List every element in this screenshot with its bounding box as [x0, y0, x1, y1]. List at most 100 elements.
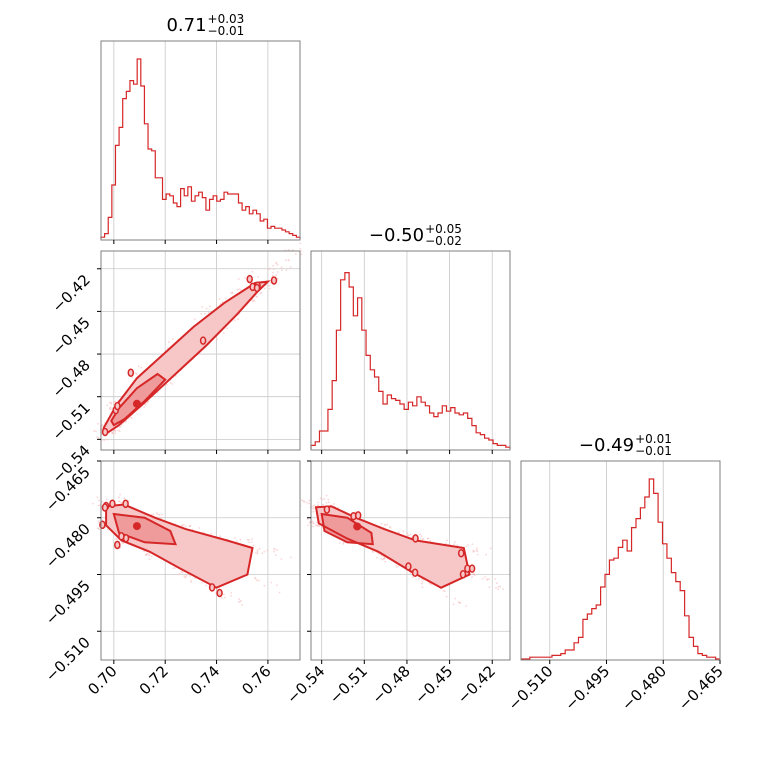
- sample-point: [263, 287, 266, 290]
- sample-point: [428, 582, 431, 585]
- sample-point: [445, 542, 447, 545]
- sample-point: [457, 601, 460, 604]
- contour-island: [122, 499, 129, 509]
- contour-island: [216, 588, 223, 598]
- sample-point: [272, 271, 274, 274]
- sample-point: [94, 430, 97, 433]
- contour-island: [354, 511, 362, 520]
- sample-point: [120, 501, 123, 504]
- sample-point: [237, 278, 240, 280]
- contour-island: [199, 336, 207, 345]
- sample-point: [288, 249, 290, 251]
- sample-point: [183, 523, 185, 526]
- sample-point: [238, 288, 241, 290]
- sample-point: [375, 556, 378, 559]
- xtick-label: 0.74: [187, 662, 223, 698]
- sample-point: [251, 270, 254, 273]
- sample-point: [109, 406, 112, 409]
- sample-point: [118, 430, 121, 433]
- sample-point: [204, 312, 206, 315]
- sample-point: [207, 311, 210, 314]
- sample-point: [285, 269, 288, 271]
- xtick-label: 0.76: [238, 662, 274, 698]
- sample-point: [156, 513, 159, 516]
- sample-point: [261, 552, 264, 554]
- sample-point: [146, 401, 149, 404]
- sample-point: [484, 576, 486, 578]
- sample-point: [472, 573, 474, 576]
- sample-point: [307, 524, 310, 527]
- sample-point: [239, 538, 242, 541]
- sample-point: [497, 588, 500, 591]
- sample-point: [443, 590, 446, 592]
- sample-point: [284, 259, 287, 262]
- sample-point: [119, 426, 122, 428]
- sample-point: [306, 518, 309, 521]
- sample-point: [205, 307, 208, 310]
- sample-point: [386, 523, 389, 526]
- sample-point: [308, 499, 311, 502]
- sample-point: [300, 253, 303, 256]
- contour-island: [405, 562, 412, 571]
- sample-point: [189, 524, 192, 527]
- sample-point: [418, 578, 420, 580]
- xtick-label: −0.480: [618, 662, 670, 714]
- sample-point: [276, 549, 278, 551]
- histogram-0: [100, 58, 301, 239]
- sample-point: [96, 496, 99, 499]
- sample-point: [148, 553, 150, 555]
- sample-point: [233, 319, 236, 321]
- sample-point: [269, 267, 271, 270]
- sample-point: [258, 547, 261, 550]
- sample-point: [216, 338, 218, 340]
- param-title-1: −0.50: [369, 225, 424, 246]
- sample-point: [97, 520, 100, 523]
- contour-line-inner: [320, 512, 374, 546]
- sample-point: [268, 287, 271, 290]
- sample-point: [220, 596, 223, 599]
- sample-point: [140, 366, 143, 369]
- panel-frame-2-2: [520, 460, 721, 661]
- sample-point: [244, 276, 246, 279]
- sample-point: [106, 404, 109, 407]
- sample-point: [419, 537, 422, 540]
- panel-bg-2-2: [521, 461, 720, 660]
- ytick-label: −0.480: [42, 520, 94, 572]
- sample-point: [158, 513, 161, 516]
- histogram-2: [521, 478, 720, 660]
- sample-point: [255, 295, 258, 298]
- contour-island: [468, 564, 476, 573]
- sample-point: [308, 502, 311, 505]
- sample-point: [421, 581, 424, 583]
- sample-point: [172, 338, 174, 340]
- sample-point: [263, 550, 266, 553]
- sample-point: [270, 581, 273, 584]
- sample-point: [166, 347, 169, 349]
- sample-point: [454, 597, 457, 600]
- sample-point: [239, 600, 241, 603]
- sample-point: [253, 300, 256, 302]
- sample-point: [236, 288, 239, 291]
- sample-point: [108, 401, 111, 404]
- panel-frame-2-0: [100, 460, 301, 661]
- sample-point: [280, 266, 283, 269]
- contour-fill-inner: [113, 514, 176, 545]
- sample-point: [497, 585, 500, 588]
- sample-point: [185, 574, 188, 576]
- sample-point: [143, 550, 145, 553]
- sample-point: [263, 584, 266, 587]
- sample-point: [421, 538, 424, 540]
- sample-point: [167, 341, 170, 343]
- sample-point: [312, 510, 315, 513]
- sample-point: [299, 247, 302, 250]
- xtick-label: 0.72: [136, 662, 172, 698]
- sample-point: [409, 533, 412, 536]
- param-minus-0: −0.01: [208, 24, 245, 38]
- sample-point: [180, 570, 183, 573]
- contour-line-inner: [110, 372, 167, 427]
- sample-point: [276, 584, 278, 587]
- sample-point: [251, 541, 253, 543]
- sample-point: [311, 525, 314, 528]
- contour-island: [253, 283, 261, 293]
- sample-point: [275, 262, 278, 265]
